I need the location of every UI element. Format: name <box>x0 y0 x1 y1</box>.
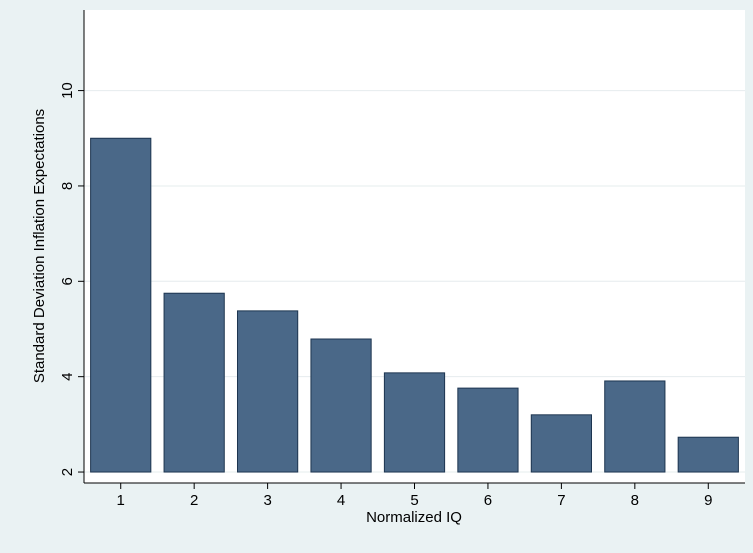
bar <box>383 372 446 473</box>
bar <box>530 414 593 473</box>
x-tick-label: 1 <box>117 492 125 509</box>
y-tick-label: 10 <box>59 82 76 99</box>
bar <box>310 338 372 473</box>
x-tick-label: 4 <box>337 492 345 509</box>
x-tick-label: 3 <box>263 492 271 509</box>
x-tick-label: 6 <box>484 492 492 509</box>
x-tick-label: 5 <box>410 492 418 509</box>
y-tick-label: 8 <box>59 182 76 190</box>
x-tick-label: 9 <box>704 492 712 509</box>
y-tick-label: 4 <box>59 372 76 380</box>
bar <box>90 137 152 473</box>
y-axis-title: Standard Deviation Inflation Expectation… <box>31 109 48 383</box>
x-tick-label: 8 <box>631 492 639 509</box>
y-tick-label: 6 <box>59 277 76 285</box>
bar <box>604 380 666 473</box>
x-tick-label: 7 <box>557 492 565 509</box>
x-tick-label: 2 <box>190 492 198 509</box>
bar <box>457 387 519 473</box>
bar <box>677 436 739 473</box>
y-tick-label: 2 <box>59 468 76 476</box>
x-axis-title: Normalized IQ <box>366 509 462 526</box>
bar <box>163 292 225 473</box>
bar <box>236 310 299 473</box>
